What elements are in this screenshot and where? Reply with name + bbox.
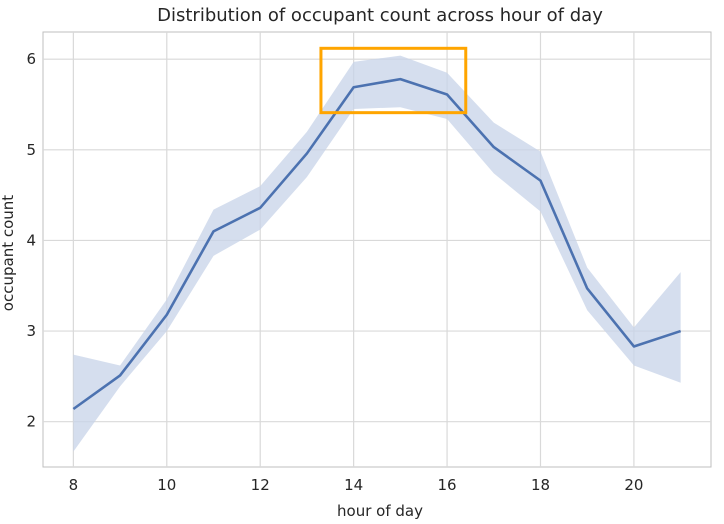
x-tick-label: 20 (624, 476, 643, 494)
x-axis-label: hour of day (337, 502, 423, 520)
y-tick-label: 4 (26, 231, 36, 249)
y-tick-label: 6 (26, 50, 36, 68)
y-axis-label: occupant count (0, 195, 17, 311)
y-tick-label: 5 (26, 141, 36, 159)
highlight-box (319, 46, 468, 115)
x-tick-label: 14 (344, 476, 363, 494)
highlight-layer (319, 46, 468, 115)
series-line-layer (72, 77, 682, 411)
x-tick-label: 16 (438, 476, 457, 494)
x-tick-label: 12 (251, 476, 270, 494)
confidence-band (73, 55, 681, 452)
tick-labels: 8 10 12 14 16 18 20 2 3 4 5 6 (26, 50, 643, 494)
series-line (72, 77, 682, 411)
x-tick-label: 10 (157, 476, 176, 494)
y-tick-label: 2 (26, 413, 36, 431)
chart-title: Distribution of occupant count across ho… (157, 5, 603, 26)
confidence-band-layer (73, 55, 681, 452)
x-tick-label: 18 (531, 476, 550, 494)
y-tick-label: 3 (26, 322, 36, 340)
x-tick-label: 8 (69, 476, 79, 494)
